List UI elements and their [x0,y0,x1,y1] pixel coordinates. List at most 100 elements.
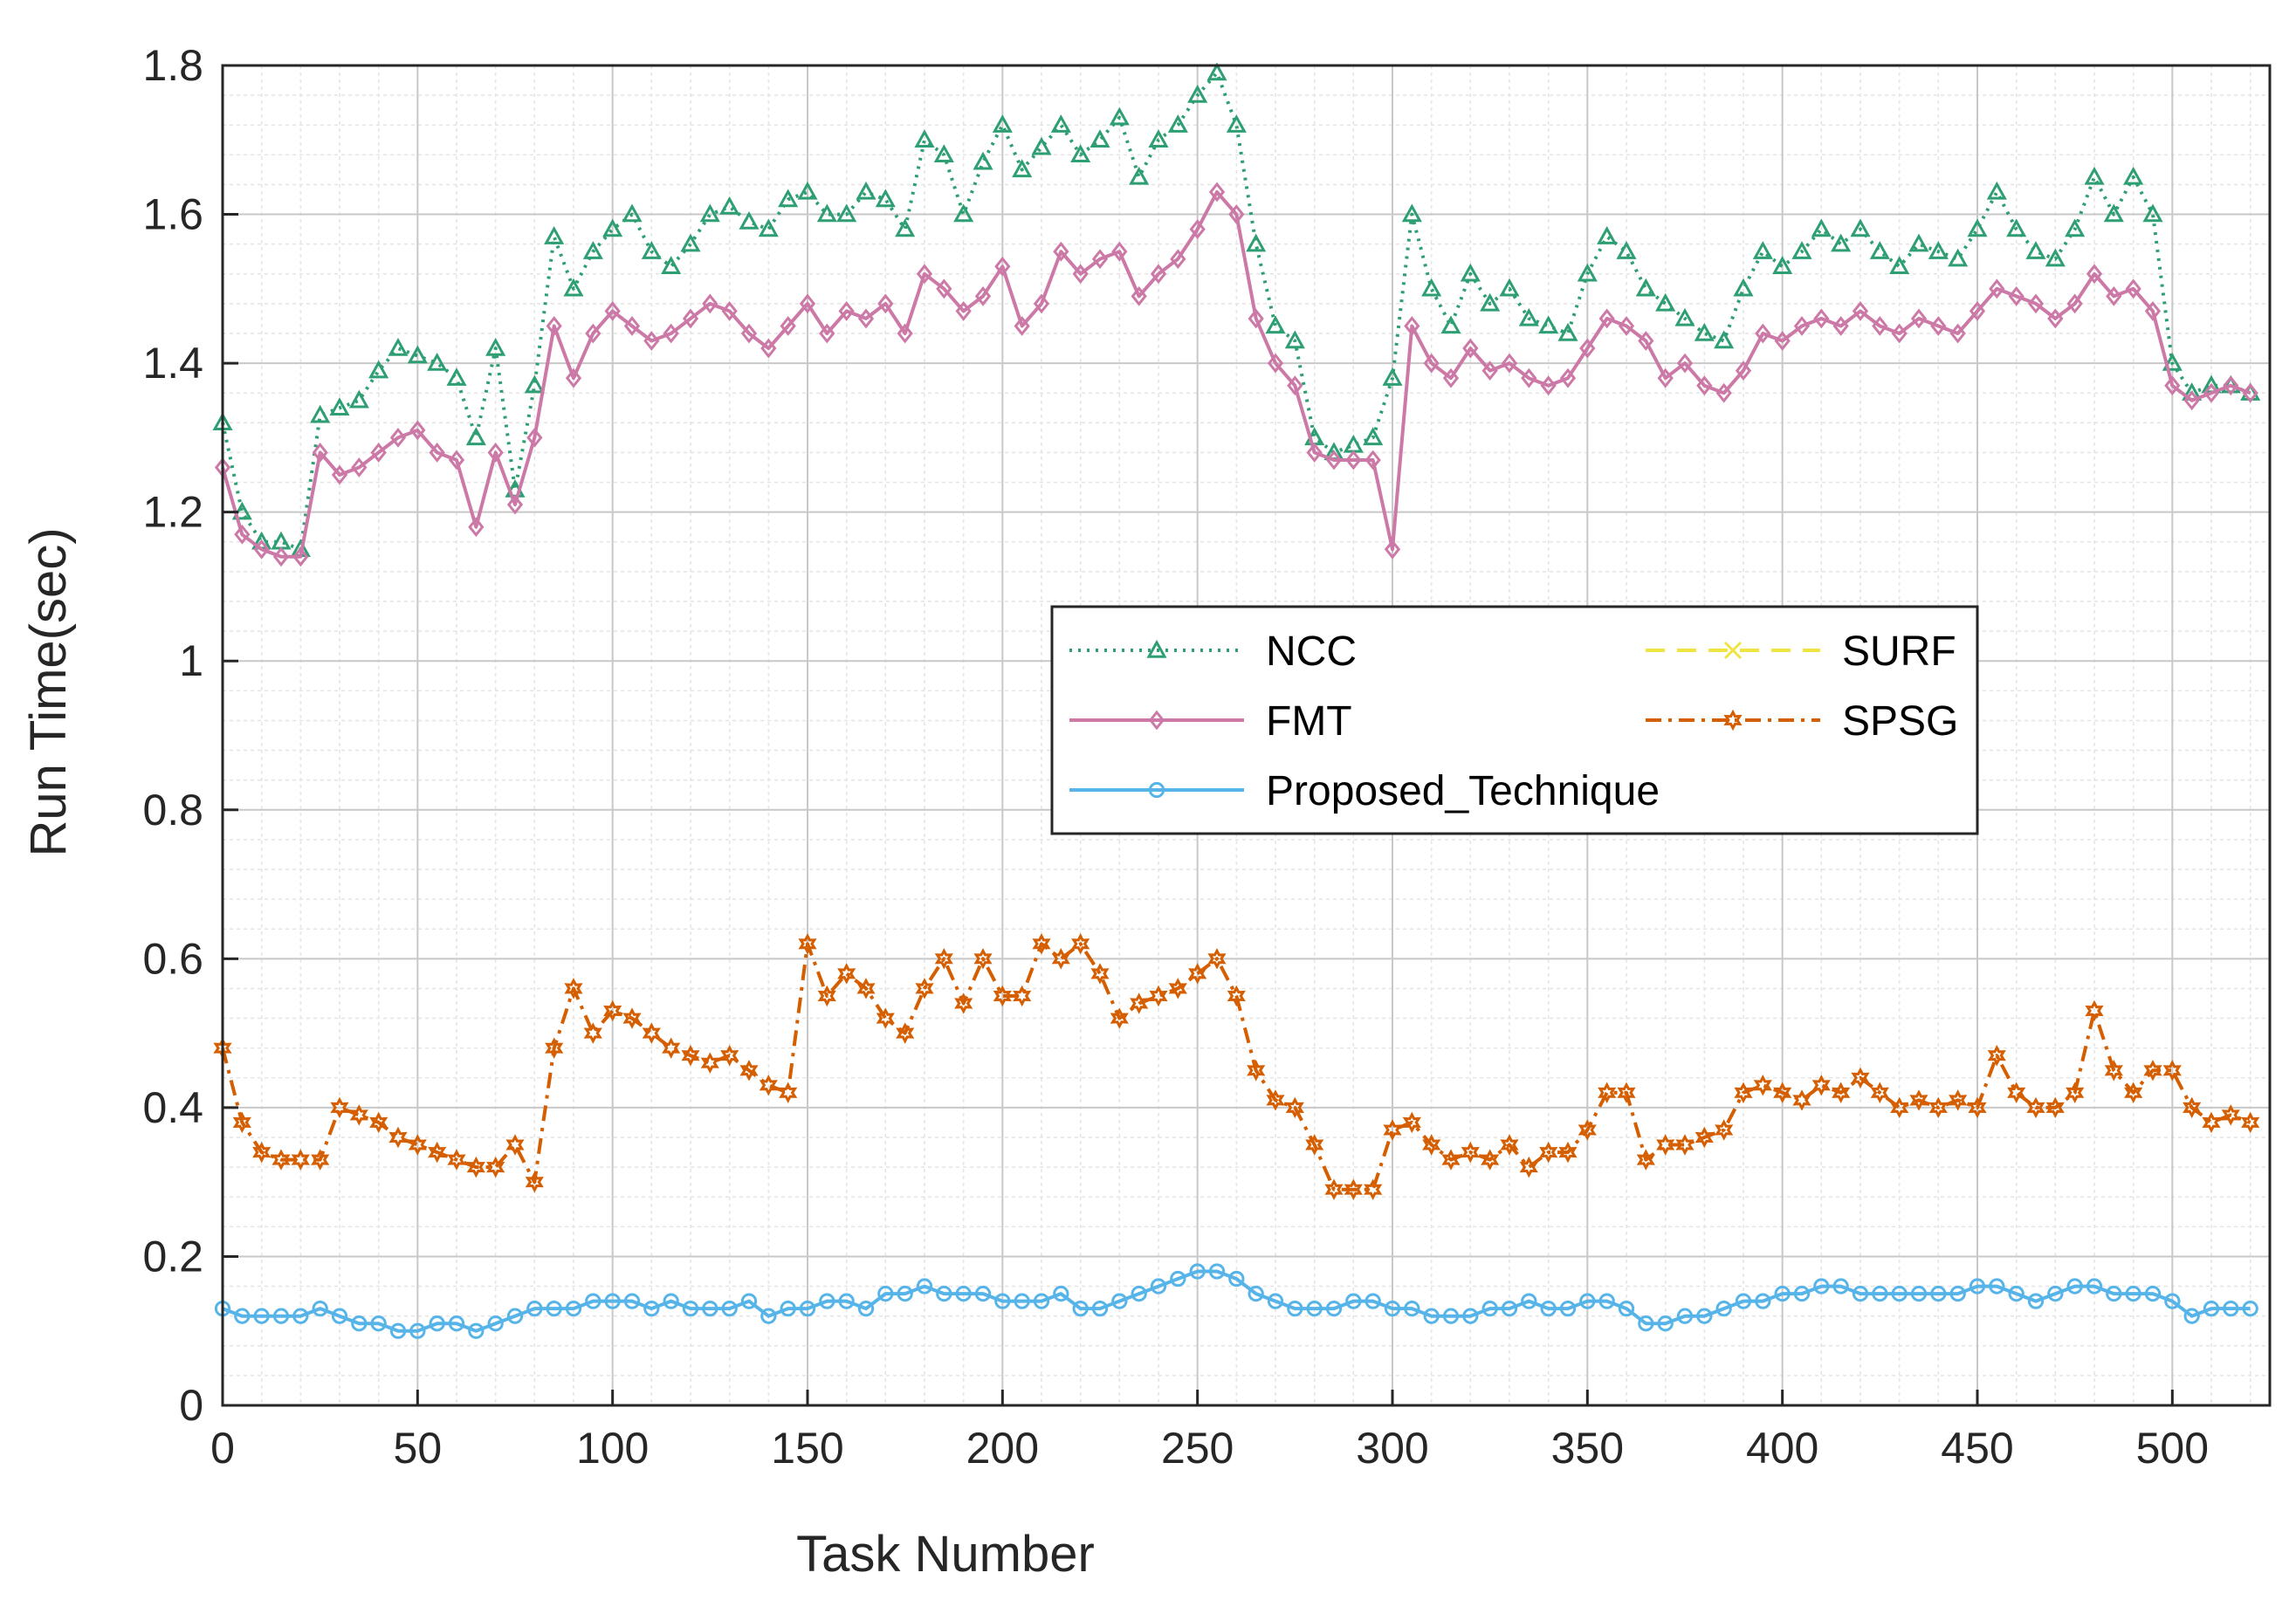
x-axis-title: Task Number [796,1526,1095,1583]
data-point-spsg [720,1044,739,1067]
data-point-spsg [1734,1082,1753,1103]
legend-marker-ncc [1146,639,1167,658]
data-point-spsg [837,963,856,985]
y-tick-label: 0.6 [142,934,203,983]
data-point-proposed-technique [2125,1285,2141,1302]
x-tick-label: 450 [1941,1424,2013,1473]
data-point-spsg [349,1104,368,1126]
data-point-ncc [1167,114,1188,133]
data-point-fmt [1852,301,1869,321]
data-point-spsg [1715,1119,1734,1141]
data-point-proposed-technique [2106,1285,2122,1302]
x-tick-label: 0 [210,1424,235,1473]
data-point-fmt [1949,323,1966,344]
data-point-proposed-technique [1872,1285,1888,1302]
series-fmt [214,182,2258,567]
data-point-ncc [1889,256,1910,274]
data-point-fmt [468,517,485,538]
data-point-spsg [1168,978,1187,999]
data-point-spsg [856,978,876,999]
data-point-proposed-technique [1267,1293,1284,1309]
data-point-proposed-technique [1423,1308,1440,1324]
data-point-spsg [388,1126,408,1149]
data-point-spsg [1227,985,1246,1007]
data-point-ncc [1597,226,1618,244]
data-point-fmt [2008,285,2024,306]
data-point-spsg [817,985,836,1007]
data-point-ncc [1363,427,1384,446]
data-point-ncc [1440,315,1461,334]
data-point-proposed-technique [1208,1263,1226,1280]
data-point-spsg [1071,933,1090,955]
data-point-spsg [408,1134,427,1156]
data-point-fmt [585,323,601,344]
data-point-spsg [1792,1089,1811,1111]
data-point-fmt [370,443,387,463]
data-point-ncc [1557,322,1578,341]
data-point-fmt [389,427,407,448]
data-point-fmt [292,546,309,567]
data-point-proposed-technique [1696,1308,1713,1324]
data-point-proposed-technique [1072,1300,1089,1317]
data-point-ncc [2045,248,2066,267]
data-point-fmt [916,264,933,285]
data-point-ncc [992,114,1013,133]
data-point-ncc [1421,278,1442,297]
data-point-proposed-technique [1832,1278,1849,1295]
data-point-spsg [2007,1082,2026,1104]
data-point-proposed-technique [1852,1285,1869,1302]
data-point-proposed-technique [623,1293,641,1309]
data-point-spsg [993,985,1012,1007]
data-point-ncc [797,181,818,200]
data-point-spsg [954,992,973,1014]
y-tick-label: 0.2 [142,1232,203,1281]
data-point-proposed-technique [312,1300,328,1317]
data-point-ncc [1265,315,1286,334]
data-point-fmt [1521,367,1537,388]
data-point-fmt [1033,293,1050,314]
data-point-proposed-technique [389,1322,407,1339]
data-point-ncc [1206,62,1227,81]
data-point-spsg [1402,1111,1421,1134]
data-point-spsg [1110,1007,1129,1029]
data-point-proposed-technique [1949,1285,1966,1302]
data-point-spsg [973,948,993,970]
data-point-spsg [739,1060,759,1082]
data-point-ncc [1480,292,1501,312]
data-point-spsg [1949,1089,1968,1111]
data-point-fmt [526,427,543,448]
data-point-spsg [622,1007,642,1029]
data-point-fmt [2066,293,2083,314]
data-point-proposed-technique [409,1322,426,1339]
x-tick-label: 150 [771,1424,843,1473]
data-point-spsg [1305,1134,1324,1156]
y-tick-label: 1.4 [142,339,203,388]
data-point-ncc [1226,114,1247,133]
data-point-ncc [778,189,799,208]
data-point-proposed-technique [721,1300,738,1317]
data-point-ncc [368,360,389,379]
data-point-proposed-technique [1598,1293,1615,1309]
data-point-proposed-technique [1676,1308,1694,1324]
tick-labels: 0 50 100 150 200 250 300 350 400 450 500 0 0.2 0.4 0.6… [142,41,2209,1473]
data-point-fmt [1423,353,1440,374]
data-point-spsg [1909,1089,1928,1111]
data-point-spsg [545,1037,564,1059]
data-point-ncc [1811,218,1832,237]
data-point-ncc [622,203,643,223]
data-point-spsg [1207,948,1227,970]
data-point-proposed-technique [819,1293,835,1309]
data-point-spsg [1090,963,1110,985]
data-point-fmt [955,301,972,321]
series-spsg [213,933,2260,1200]
data-point-spsg [1344,1178,1363,1200]
data-point-fmt [1832,316,1849,336]
data-point-spsg [1285,1096,1304,1119]
data-point-proposed-technique [234,1308,251,1324]
data-point-proposed-technique [1150,1278,1167,1295]
data-point-proposed-technique [1774,1285,1791,1302]
data-point-fmt [1755,323,1771,344]
data-point-ncc [388,337,409,356]
data-point-ncc [641,241,662,259]
data-point-spsg [1032,933,1051,955]
